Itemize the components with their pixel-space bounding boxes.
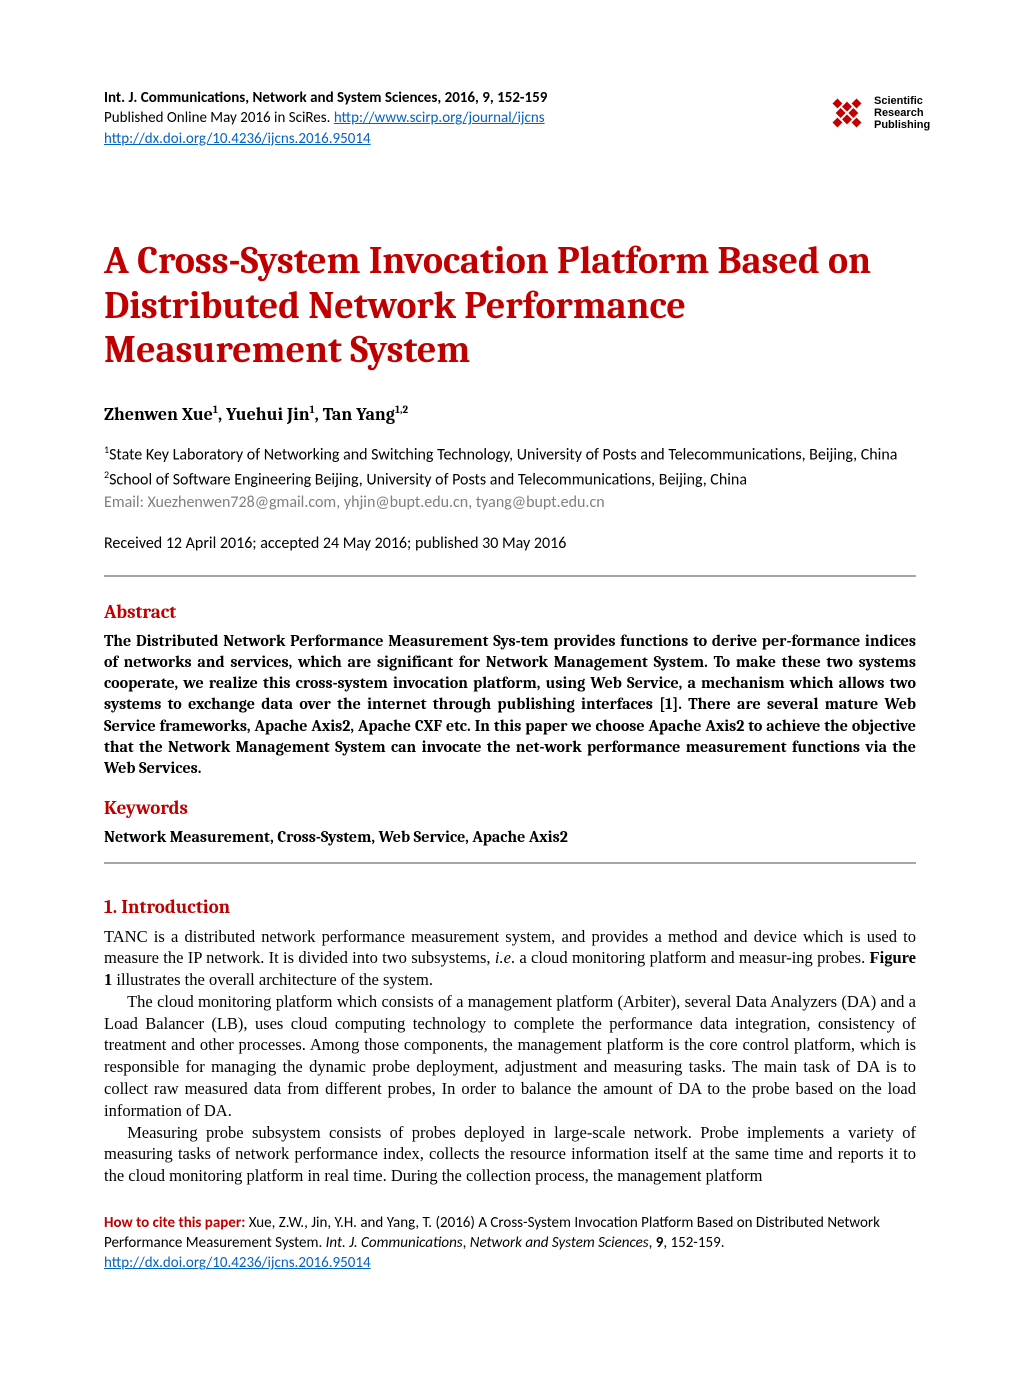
publisher-logo-text: Scientific Research Publishing — [874, 95, 930, 131]
journal-url-link[interactable]: http://www.scirp.org/journal/ijcns — [334, 109, 545, 127]
logo-line3: Publishing — [874, 119, 930, 131]
header-meta: Int. J. Communications, Network and Syst… — [104, 88, 547, 149]
cite-journal-2: Network and System Sciences — [470, 1234, 649, 1252]
author-2: Yuehui Jin1 — [226, 404, 315, 425]
keywords-heading: Keywords — [104, 797, 916, 819]
paper-title: A Cross-System Invocation Platform Based… — [104, 239, 916, 373]
divider-bottom — [104, 862, 916, 864]
dates-line: Received 12 April 2016; accepted 24 May … — [104, 534, 916, 553]
doi-link[interactable]: http://dx.doi.org/10.4236/ijcns.2016.950… — [104, 130, 371, 148]
divider-top — [104, 575, 916, 577]
introduction-heading: 1. Introduction — [104, 896, 916, 918]
authors: Zhenwen Xue1, Yuehui Jin1, Tan Yang1,2 — [104, 403, 916, 425]
email-line: Email: Xuezhenwen728@gmail.com, yhjin@bu… — [104, 493, 916, 512]
publisher-logo: Scientific Research Publishing — [826, 88, 916, 138]
intro-paragraph-1: TANC is a distributed network performanc… — [104, 926, 916, 991]
intro-paragraph-3: Measuring probe subsystem consists of pr… — [104, 1122, 916, 1187]
cite-text-c: , — [649, 1234, 656, 1252]
intro-p1-ie: i.e — [495, 948, 511, 967]
how-to-cite: How to cite this paper: Xue, Z.W., Jin, … — [104, 1213, 916, 1274]
published-line: Published Online May 2016 in SciRes. htt… — [104, 108, 547, 128]
affiliation-1: 1State Key Laboratory of Networking and … — [104, 443, 916, 466]
cite-doi-link[interactable]: http://dx.doi.org/10.4236/ijcns.2016.950… — [104, 1254, 371, 1272]
intro-p1-c: illustrates the overall architecture of … — [112, 970, 433, 989]
pub-prefix: Published Online May 2016 in SciRes. — [104, 109, 334, 127]
affil-2-text: School of Software Engineering Beijing, … — [109, 470, 747, 489]
intro-paragraph-2: The cloud monitoring platform which cons… — [104, 991, 916, 1122]
cite-journal-1: Int. J. Communications — [326, 1234, 463, 1252]
affiliation-2: 2School of Software Engineering Beijing,… — [104, 468, 916, 491]
publisher-logo-icon — [826, 92, 868, 134]
cite-text-d: , 152-159. — [663, 1234, 724, 1252]
logo-line1: Scientific — [874, 95, 930, 107]
intro-p1-b: . a cloud monitoring platform and measur… — [511, 948, 870, 967]
author-3: Tan Yang1,2 — [323, 404, 408, 425]
abstract-heading: Abstract — [104, 601, 916, 623]
doi-line: http://dx.doi.org/10.4236/ijcns.2016.950… — [104, 129, 547, 149]
cite-label: How to cite this paper: — [104, 1214, 249, 1232]
author-1: Zhenwen Xue1 — [104, 404, 218, 425]
logo-line2: Research — [874, 107, 930, 119]
cite-text-b: , — [463, 1234, 470, 1252]
journal-citation: Int. J. Communications, Network and Syst… — [104, 88, 547, 108]
abstract-body: The Distributed Network Performance Meas… — [104, 631, 916, 779]
header-row: Int. J. Communications, Network and Syst… — [104, 88, 916, 149]
affil-1-text: State Key Laboratory of Networking and S… — [109, 446, 897, 465]
page-container: Int. J. Communications, Network and Syst… — [0, 0, 1020, 1384]
keywords-body: Network Measurement, Cross-System, Web S… — [104, 827, 916, 848]
